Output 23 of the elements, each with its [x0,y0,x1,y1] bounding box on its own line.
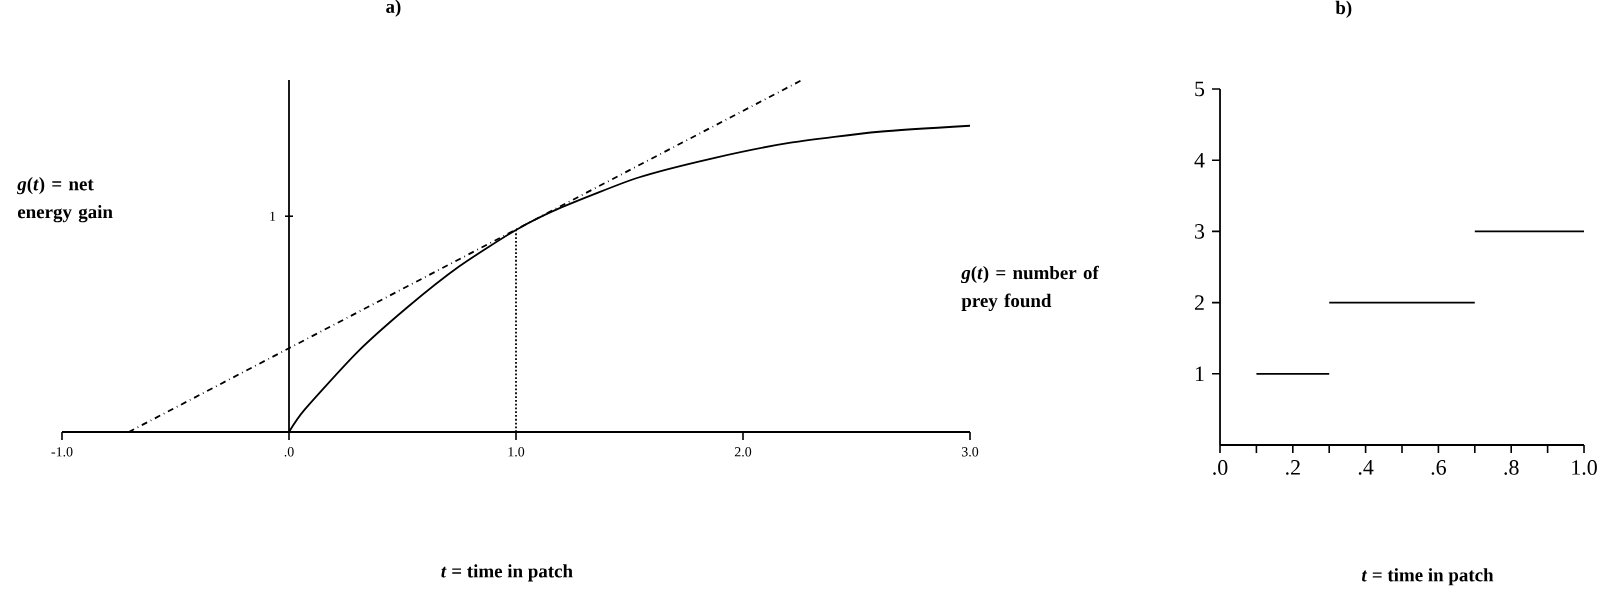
y-tick-label: 2 [1194,295,1204,310]
y-tick-label: 4 [1194,153,1205,168]
x-tick-label: .0 [1213,460,1228,475]
x-tick-label: .6 [1431,460,1446,475]
x-tick-label: 3.0 [961,447,979,457]
y-axis-title: g(t) = net energy gain [16,177,113,223]
x-tick-label: .2 [1286,460,1300,475]
x-tick-label: 2.0 [734,447,752,457]
y-tick-label: 5 [1195,81,1205,97]
y-tick-label: 1 [1195,366,1204,382]
x-axis-title: t = time in patch [441,564,573,582]
x-tick-label: .0 [284,447,294,457]
x-axis-title: t = time in patch [1361,568,1494,586]
x-tick-label: 1.0 [1572,460,1597,475]
chart-title: b) [1335,0,1352,18]
x-tick-label: .8 [1504,460,1519,475]
y-tick-label: 3 [1195,224,1205,239]
x-tick-label: 1.0 [508,447,525,457]
annotation: 1 [270,211,276,221]
y-axis-title: g(t) = number of prey found [960,265,1099,312]
x-tick-label: -1.0 [51,447,73,457]
chart-title: a) [386,0,401,17]
x-tick-label: .4 [1358,460,1374,475]
